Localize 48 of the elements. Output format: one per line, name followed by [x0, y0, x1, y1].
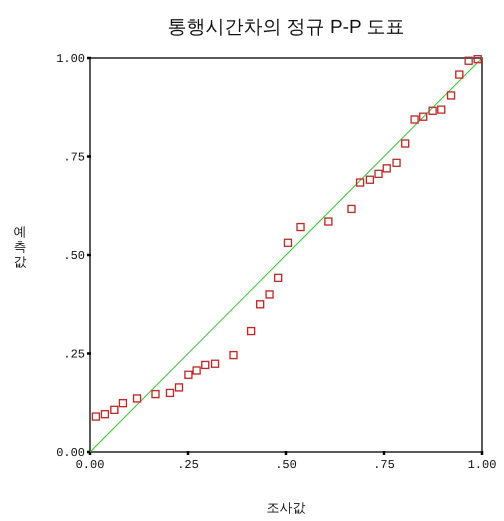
y-tick-label: .75	[63, 150, 85, 164]
point	[118, 398, 128, 408]
y-tick-label: 0.00	[56, 446, 85, 460]
x-tick-label: .50	[275, 458, 297, 472]
point	[132, 394, 142, 403]
point	[455, 70, 464, 79]
point	[437, 105, 446, 114]
point	[410, 115, 419, 124]
x-tick-label: .25	[177, 458, 199, 472]
x-axis-title: 조사값	[266, 500, 306, 515]
y-tick-label: 1.00	[56, 52, 85, 66]
point	[356, 178, 364, 187]
point	[347, 204, 356, 214]
x-tick-label: .75	[373, 458, 395, 472]
point	[366, 176, 374, 184]
point	[174, 383, 184, 392]
point	[474, 55, 482, 64]
point	[246, 326, 256, 336]
point	[392, 158, 401, 167]
point	[151, 390, 160, 398]
y-tick-label: .50	[63, 249, 85, 263]
point	[210, 360, 220, 368]
point	[419, 112, 428, 121]
point	[284, 238, 292, 247]
point	[324, 217, 332, 226]
point	[374, 170, 383, 178]
point	[428, 106, 437, 115]
point	[100, 410, 110, 418]
point	[110, 406, 118, 414]
point	[446, 91, 456, 100]
point	[184, 370, 193, 379]
point	[265, 290, 274, 299]
point	[274, 274, 282, 282]
point	[192, 366, 201, 375]
chart-title: 통행시간차의 정규 P-P 도표	[167, 17, 405, 38]
point	[464, 56, 473, 65]
point	[401, 139, 410, 148]
point	[382, 164, 391, 172]
point	[296, 222, 305, 232]
x-tick-label: 0.00	[76, 458, 104, 472]
y-axis-title: 예측값	[14, 224, 26, 269]
point	[256, 300, 264, 308]
point	[92, 412, 100, 421]
point	[201, 360, 210, 370]
y-tick-label: .25	[63, 348, 85, 362]
x-tick-label: 1.00	[468, 458, 496, 472]
point	[229, 350, 238, 360]
point	[166, 388, 174, 398]
